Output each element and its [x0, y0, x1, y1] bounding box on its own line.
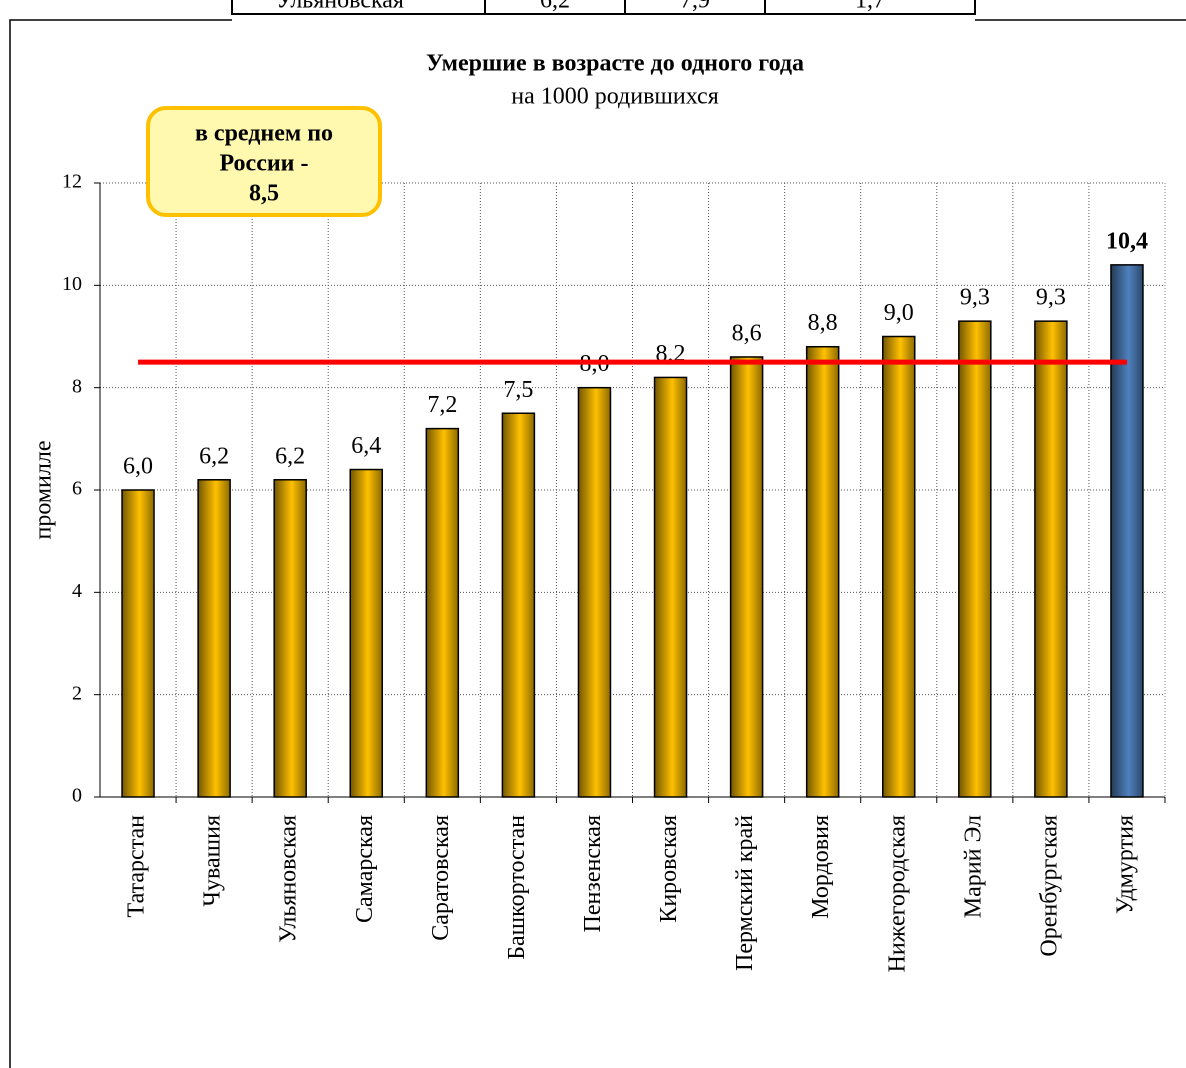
annotation-box: [146, 106, 382, 217]
annotation-text: 8,5: [249, 181, 279, 207]
chart-frame: [9, 19, 1186, 1068]
bar: [882, 335, 916, 798]
bar: [577, 386, 612, 798]
annotation-text: России -: [219, 151, 308, 177]
data-label: 7,5: [503, 377, 533, 403]
x-tick-label: Оренбургская: [1036, 815, 1062, 957]
x-tick-label: Башкортостан: [504, 815, 530, 960]
y-axis-label: промилле: [31, 440, 57, 539]
x-tick-label: Саратовская: [428, 815, 454, 941]
y-tick-label: 4: [72, 580, 82, 602]
bar: [501, 412, 536, 798]
bar: [425, 427, 460, 798]
data-label: 9,0: [884, 300, 914, 326]
bar: [121, 489, 155, 798]
x-tick-label: Самарская: [352, 815, 378, 923]
table-cell: 6,2: [540, 0, 570, 14]
x-tick-label: Нижегородская: [884, 815, 910, 973]
bar: [349, 468, 383, 798]
x-tick-label: Татарстан: [124, 815, 150, 918]
x-tick-label: Пермский край: [732, 815, 758, 971]
bar: [805, 345, 840, 798]
table-fragment: Ульяновская 6,2 7,9 1,7: [231, 0, 976, 15]
x-tick-label: Пензенская: [580, 815, 606, 932]
x-tick-label: Ульяновская: [276, 815, 302, 943]
data-label: 8,6: [732, 320, 762, 346]
bar: [1034, 320, 1068, 798]
bar: [958, 320, 992, 798]
x-tick-label: Чувашия: [200, 815, 226, 907]
x-tick-label: Марий Эл: [960, 815, 986, 918]
data-label: 6,2: [199, 443, 229, 469]
y-tick-label: 0: [72, 785, 82, 807]
x-tick-label: Мордовия: [808, 815, 834, 919]
table-row: [231, 0, 976, 15]
table-cell: 1,7: [855, 0, 885, 14]
annotation-text: в среднем по: [195, 121, 333, 147]
y-tick-label: 12: [62, 171, 82, 193]
data-label: 6,0: [123, 454, 153, 480]
table-cell: Ульяновская: [276, 0, 404, 14]
bar: [273, 479, 307, 798]
y-tick-label: 2: [72, 682, 82, 704]
table-cell: 7,9: [680, 0, 710, 14]
data-label: 7,2: [427, 392, 457, 418]
data-label: 10,4: [1106, 228, 1148, 254]
x-tick-label: Кировская: [656, 815, 682, 923]
x-tick-label: Удмуртия: [1112, 815, 1138, 914]
y-tick-label: 6: [72, 478, 82, 500]
bar: [729, 356, 764, 798]
data-label: 8,8: [808, 310, 838, 336]
chart-subtitle: на 1000 родившихся: [511, 84, 719, 110]
data-label: 6,2: [275, 443, 305, 469]
data-label: 9,3: [960, 285, 990, 311]
y-tick-label: 8: [72, 375, 82, 397]
bar: [653, 376, 688, 798]
chart-title: Умершие в возрасте до одного года: [426, 51, 804, 77]
data-label: 6,4: [351, 433, 381, 459]
bar: [1110, 264, 1144, 798]
y-tick-label: 10: [62, 273, 82, 295]
bar: [197, 479, 231, 798]
data-label: 9,3: [1036, 285, 1066, 311]
